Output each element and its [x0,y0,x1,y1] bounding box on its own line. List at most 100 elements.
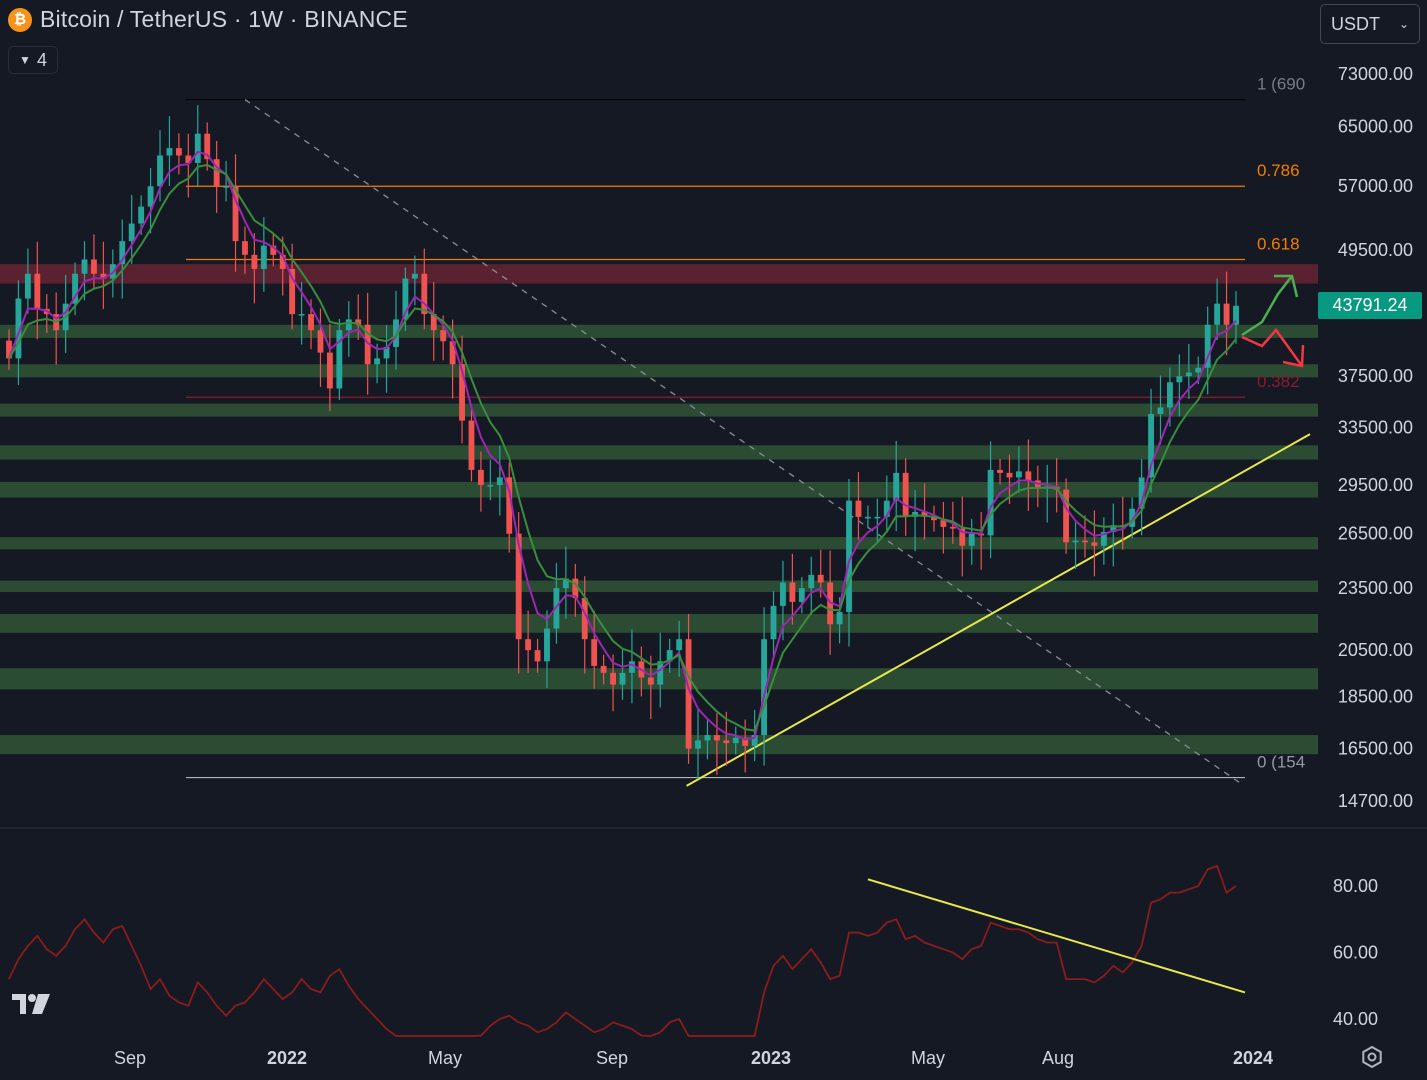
candle [336,318,343,400]
candle [883,475,890,533]
candle-body [1214,303,1221,325]
candle [1176,354,1183,417]
candle [544,610,550,688]
candle-body [940,520,947,527]
candle [761,607,768,766]
candle-body [166,148,173,156]
candle [676,620,683,677]
time-tick-label: Sep [596,1048,628,1068]
candle [128,194,135,264]
candle [959,496,966,577]
candle-body [695,740,701,749]
support-zone [0,445,1318,460]
ema-slow-line [8,163,1237,732]
candle-body [496,477,503,486]
candle-body [883,500,890,517]
candle [808,556,815,615]
candle-body [157,155,163,187]
symbol-title[interactable]: Bitcoin / TetherUS · 1W · BINANCE [40,6,408,32]
settings-gear-icon[interactable] [1360,1045,1384,1069]
candle-body [1110,525,1117,532]
candle-body [355,319,362,325]
ascending-support-line [686,433,1311,787]
chart-annotations [244,99,1311,787]
candle [666,638,673,673]
time-tick-label: May [911,1048,945,1068]
candle [251,233,258,304]
candle-body [393,319,399,347]
candle-body [81,259,88,274]
candle-body [1148,413,1154,478]
candle-body [1204,324,1211,368]
candle-body [232,186,239,242]
candle-body [194,133,201,163]
candle-body [213,159,220,187]
candle-body [619,672,626,685]
candle [468,409,475,482]
candle-body [723,740,730,744]
candle [477,451,484,512]
candle [562,546,569,619]
time-tick-label: 2022 [267,1048,307,1068]
currency-select[interactable]: USDT ⌄ [1320,4,1420,44]
candle-body [477,469,484,486]
candle [553,563,560,644]
symbol-header[interactable]: ₿ Bitcoin / TetherUS · 1W · BINANCE [8,6,408,33]
candle-body [931,516,937,521]
price-tick-label: 29500.00 [1338,475,1413,495]
candle [1214,278,1221,340]
candle-body [1091,542,1098,546]
candle [279,236,286,296]
candle [940,501,947,554]
candle [1148,388,1154,493]
candle [496,445,503,516]
candle [506,462,513,553]
candle [987,441,994,559]
candle-body [242,241,248,255]
candle-body [893,472,900,501]
price-axis: 73000.00 65000.00 57000.00 49500.00 37500.00… [1338,64,1413,811]
candle-body [798,588,805,602]
candle-body [997,469,1003,473]
candle-body [817,574,824,583]
candle-body [1063,489,1070,543]
time-tick-label: 2023 [751,1048,791,1068]
support-zone [0,481,1318,498]
candle-body [185,155,192,163]
candle [260,217,267,292]
moving-averages [8,150,1237,741]
candle-body [364,324,371,365]
candle-body [902,472,909,517]
candle-body [6,340,12,359]
candle-body [260,245,267,269]
candle-body [562,578,569,589]
candle-body [449,341,456,365]
candle [610,654,616,712]
candle-body [1138,477,1145,509]
support-zone [0,403,1318,417]
candle-body [204,133,211,160]
tradingview-logo-icon[interactable] [10,990,60,1020]
indicators-toggle-button[interactable]: ▼ 4 [8,46,58,74]
candle [1082,515,1088,558]
candle-body [487,485,494,487]
time-tick-label: May [428,1048,462,1068]
candle-body [289,268,296,315]
candle-body [629,661,635,673]
fib-label: 0 (154 [1257,753,1305,772]
candle [581,576,588,674]
candle-body [751,735,758,746]
candle [864,505,871,529]
candle-body [968,533,975,546]
candle-body [808,574,815,589]
candle [629,629,635,704]
candle-body [326,352,333,389]
candle-body [91,259,97,274]
indicator-count: 4 [36,49,47,70]
candle-body [279,254,286,269]
candle [194,105,201,186]
candle [166,116,173,186]
candle-body [223,186,230,188]
candle [1025,439,1032,511]
